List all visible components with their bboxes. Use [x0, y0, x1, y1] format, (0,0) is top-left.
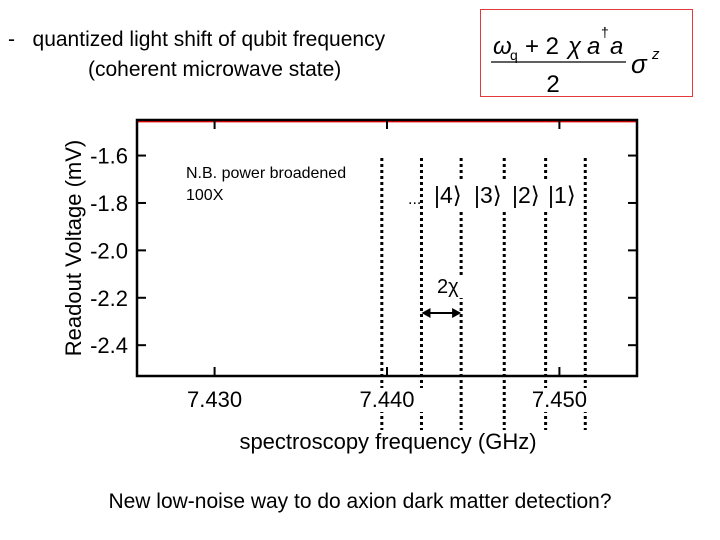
formula-a: a: [587, 33, 600, 60]
axis-ticks: [137, 120, 637, 376]
formula-sigma-sup: z: [651, 46, 660, 63]
x-tick-label-bg-2: [523, 388, 596, 412]
y-tick-label-0: -1.6: [90, 144, 128, 169]
two-chi-background: [434, 276, 468, 298]
power-note-line1: N.B. power broadened: [186, 165, 346, 182]
y-tick-label-4: -2.4: [90, 333, 128, 358]
footer-question: New low-noise way to do axion dark matte…: [108, 490, 612, 513]
formula-omega-sub: q: [510, 47, 518, 63]
formula-box: ω q + 2 χ a † a 2 σ z: [480, 9, 693, 98]
header-title: quantized light shift of qubit frequency: [32, 28, 386, 51]
y-tick-label-1: -1.8: [90, 191, 128, 216]
formula-sigma: σ: [631, 49, 648, 79]
plot-frame: [135, 118, 639, 378]
two-chi-arrowhead-left: [421, 308, 431, 318]
formula-graphic: ω q + 2 χ a † a 2 σ z: [491, 24, 660, 98]
x-tick-label-bg-0: [178, 388, 251, 412]
formula-chi: χ: [566, 33, 582, 60]
y-tick-label-3: -2.2: [90, 286, 128, 311]
x-axis-label: spectroscopy frequency (GHz): [239, 429, 536, 454]
x-tick-label-bg-1: [351, 388, 423, 412]
formula-denominator: 2: [546, 71, 559, 98]
formula-dagger: †: [601, 24, 609, 40]
ket-label-0: |4⟩: [434, 182, 462, 208]
ket-label-3: |1⟩: [548, 182, 576, 208]
y-tick-label-2: -2.0: [90, 238, 128, 263]
x-tick-label-2: 7.450: [532, 387, 587, 412]
power-note-line2: 100X: [186, 187, 224, 204]
y-axis-label: Readout Voltage (mV): [61, 140, 86, 356]
ellipsis-label: ...: [408, 191, 421, 208]
header-subtitle: (coherent microwave state): [88, 58, 342, 81]
header-dash: -: [8, 28, 15, 51]
ket-label-1: |3⟩: [474, 182, 502, 208]
two-chi-arrowhead-right: [452, 308, 462, 318]
formula-a2: a: [610, 33, 623, 60]
ket-label-background: [432, 180, 580, 210]
ket-label-2: |2⟩: [512, 182, 540, 208]
spectroscopy-chart: -1.6 -1.8 -2.0 -2.2 -2.4 7.430 7.440 7.450 Read…: [61, 118, 639, 454]
x-tick-label-0: 7.430: [187, 387, 242, 412]
header-line1: - quantized light shift of qubit frequen…: [8, 28, 385, 52]
x-tick-label-1: 7.440: [359, 387, 414, 412]
two-chi-label: 2χ: [437, 276, 459, 298]
formula-omega: ω: [493, 33, 512, 60]
formula-plus-two: + 2: [525, 33, 559, 60]
